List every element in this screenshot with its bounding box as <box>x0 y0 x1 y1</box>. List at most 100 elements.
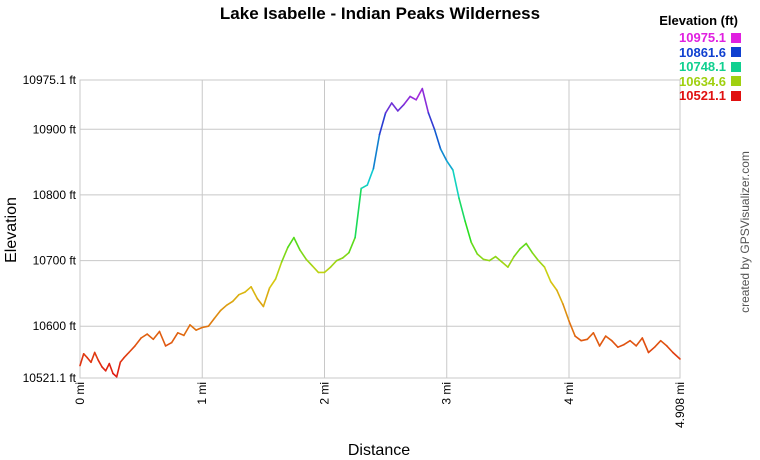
elevation-segment <box>464 220 473 243</box>
elevation-segment <box>335 257 344 262</box>
legend-item-label: 10634.6 <box>679 73 726 89</box>
legend-item: 10861.6 <box>679 45 741 60</box>
elevation-segment <box>123 351 130 359</box>
elevation-segment <box>189 324 197 331</box>
elevation-segment <box>452 169 460 199</box>
elevation-segment <box>146 333 155 341</box>
elevation-segment <box>629 339 638 347</box>
elevation-segment <box>219 304 228 312</box>
elevation-segment <box>158 330 167 347</box>
elevation-segment <box>311 264 320 274</box>
elevation-segment <box>201 325 210 329</box>
legend-item-label: 10521.1 <box>679 88 726 103</box>
elevation-segment <box>119 356 125 364</box>
elevation-segment <box>586 331 595 341</box>
legend-item: 10634.6 <box>679 74 741 89</box>
elevation-segment <box>360 184 369 190</box>
x-tick-label: 4 mi <box>562 382 576 405</box>
elevation-segment <box>549 280 558 291</box>
legend-swatch <box>731 32 741 43</box>
elevation-segment <box>641 337 650 354</box>
elevation-segment <box>500 261 509 268</box>
elevation-segment <box>543 266 552 283</box>
elevation-segment <box>108 362 114 375</box>
elevation-segment <box>329 259 338 268</box>
elevation-segment <box>164 341 173 347</box>
legend-swatch <box>731 76 741 86</box>
legend-swatch <box>731 47 741 57</box>
elevation-segment <box>672 351 681 360</box>
elevation-segment <box>665 345 674 354</box>
elevation-segment <box>617 343 625 349</box>
elevation-segment <box>384 102 393 114</box>
elevation-segment <box>427 112 436 131</box>
elevation-segment <box>238 291 246 296</box>
elevation-segment <box>93 351 100 362</box>
elevation-segment <box>348 236 356 254</box>
elevation-segment <box>354 187 363 239</box>
elevation-segment <box>305 258 314 267</box>
elevation-segment <box>659 339 668 347</box>
x-tick-label: 2 mi <box>317 382 331 405</box>
legend-item: 10975.1 <box>679 30 741 45</box>
elevation-segment <box>79 352 85 367</box>
y-tick-label: 10700 ft <box>33 254 77 268</box>
elevation-segment <box>445 160 454 171</box>
elevation-segment <box>396 103 405 112</box>
elevation-segment <box>415 87 424 101</box>
elevation-segment <box>580 338 589 342</box>
elevation-segment <box>86 356 92 364</box>
elevation-segment <box>403 95 411 106</box>
elevation-segment <box>183 324 191 337</box>
legend-swatch <box>731 61 741 72</box>
elevation-segment <box>293 236 301 251</box>
elevation-segment <box>207 317 216 328</box>
elevation-segment <box>250 285 259 300</box>
elevation-segment <box>268 278 277 289</box>
elevation-segment <box>195 326 203 331</box>
chart-title: Lake Isabelle - Indian Peaks Wilderness <box>219 4 541 23</box>
elevation-segment <box>623 339 631 346</box>
y-axis-title: Elevation <box>3 197 20 263</box>
elevation-segment <box>140 333 148 339</box>
elevation-segment <box>513 248 521 258</box>
elevation-segment <box>604 335 613 342</box>
elevation-segment <box>562 303 570 322</box>
x-axis-title: Distance <box>348 442 410 459</box>
elevation-segment <box>256 297 265 308</box>
elevation-segment <box>433 128 442 150</box>
elevation-segment <box>537 259 546 268</box>
legend-swatch <box>731 90 741 101</box>
elevation-segment <box>262 287 271 308</box>
elevation-segment <box>177 331 185 337</box>
elevation-segment <box>366 167 375 186</box>
elevation-segment <box>378 112 387 136</box>
elevation-segment <box>104 362 111 372</box>
line-layer <box>79 87 681 378</box>
elevation-segment <box>323 266 332 274</box>
elevation-segment <box>152 330 161 341</box>
elevation-segment <box>286 236 295 249</box>
elevation-segment <box>476 253 485 261</box>
elevation-segment <box>244 285 252 293</box>
elevation-segment <box>439 148 448 162</box>
elevation-segment <box>635 337 644 347</box>
elevation-segment <box>598 335 607 347</box>
plot-area <box>79 79 681 379</box>
elevation-segment <box>653 339 662 349</box>
elevation-segment <box>90 351 96 364</box>
elevation-segment <box>507 255 515 268</box>
x-tick-label: 0 mi <box>73 382 87 405</box>
elevation-segment <box>213 309 222 320</box>
x-tick-label: 1 mi <box>195 382 209 405</box>
elevation-segment <box>128 345 136 354</box>
elevation-segment <box>134 337 142 347</box>
y-tick-label: 10800 ft <box>33 188 77 202</box>
elevation-segment <box>482 258 491 262</box>
y-tick-label: 10521.1 ft <box>23 371 77 385</box>
elevation-segment <box>341 251 350 259</box>
elevation-segment <box>525 242 534 254</box>
elevation-segment <box>232 293 240 303</box>
x-tick-label: 3 mi <box>440 382 454 405</box>
